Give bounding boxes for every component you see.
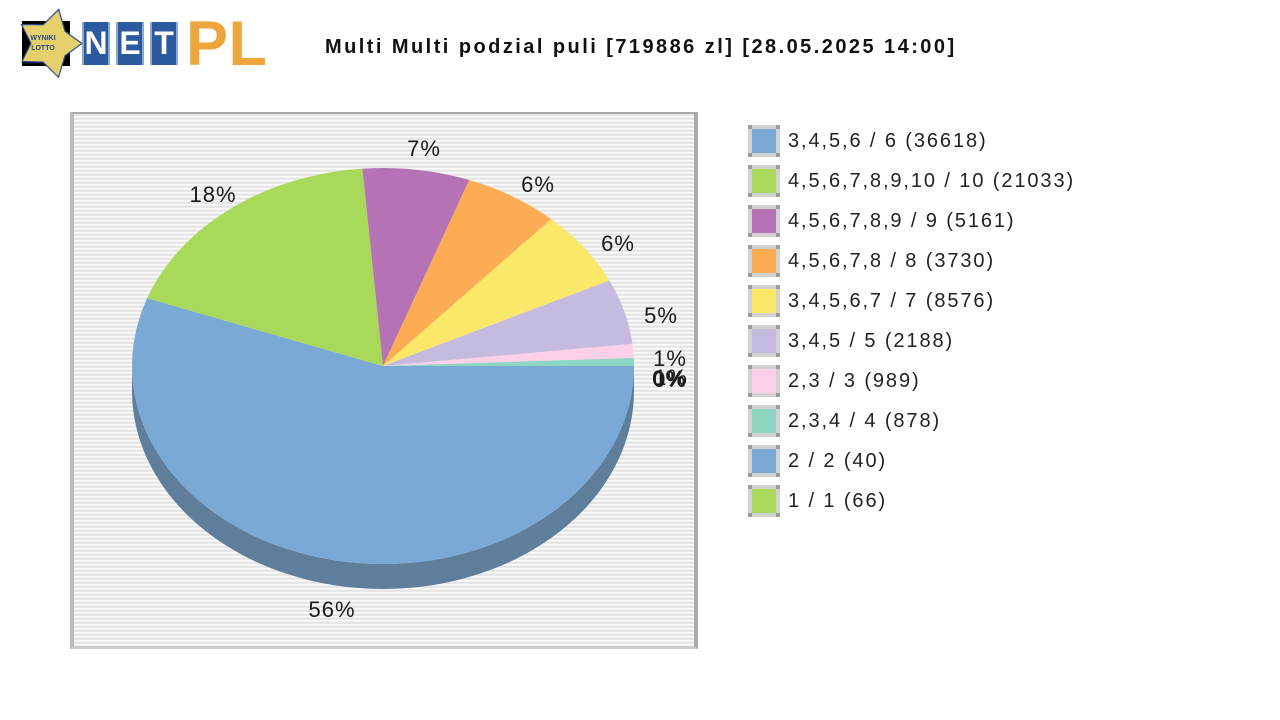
svg-text:LOTTO: LOTTO [31, 45, 55, 52]
svg-text:WYNIKI: WYNIKI [30, 35, 55, 42]
